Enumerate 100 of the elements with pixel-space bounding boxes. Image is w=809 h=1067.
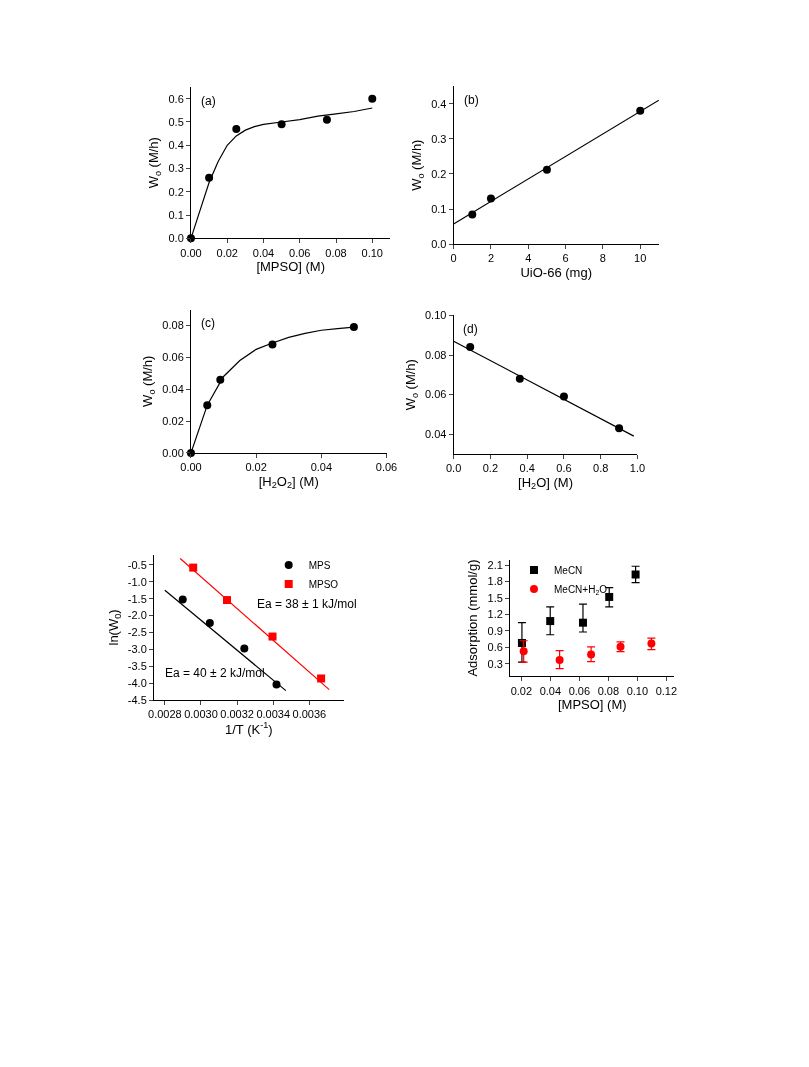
x-tick-label: 0.0 <box>445 462 462 475</box>
x-tick-label: 0.08 <box>325 246 347 259</box>
x-tick-label: 0.00 <box>180 246 202 259</box>
annotation: Ea = 40 ± 2 kJ/mol <box>165 666 265 680</box>
legend-label: MeCN <box>553 564 583 576</box>
y-tick-label: -4.5 <box>127 693 147 706</box>
x-tick-label: 0.02 <box>510 684 533 697</box>
y-tick-label: 0.3 <box>168 162 184 175</box>
point <box>468 210 477 219</box>
x-tick-label: 0.04 <box>539 684 562 697</box>
y-tick-label: 1.8 <box>487 575 503 588</box>
y-tick-label: 0.9 <box>487 624 503 637</box>
y-tick-label: 0.0 <box>431 238 447 251</box>
x-axis-title: [H$_{2}$O] (M) <box>518 474 573 492</box>
point <box>178 595 187 604</box>
point <box>268 632 277 641</box>
point <box>203 401 212 410</box>
point <box>559 392 568 401</box>
y-tick-label: -1.5 <box>127 592 147 605</box>
point <box>189 563 198 572</box>
y-tick-label: 2.1 <box>487 559 503 572</box>
x-tick-label: 0.06 <box>568 684 591 697</box>
y-tick-label: 0.10 <box>425 309 447 322</box>
y-tick-label: 0.04 <box>162 383 184 396</box>
y-tick-label: 0.1 <box>168 208 184 221</box>
x-tick-label: 1.0 <box>629 462 646 475</box>
x-tick-label: 0.4 <box>519 462 535 475</box>
x-tick-label: 0.0036 <box>292 708 327 721</box>
y-tick-label: 0.6 <box>168 92 184 105</box>
point <box>555 655 564 664</box>
y-tick-label: 0.08 <box>425 348 447 361</box>
y-tick-label: 0.3 <box>431 132 447 145</box>
x-tick-label: 6 <box>562 252 569 265</box>
annotation: (d) <box>463 322 478 336</box>
y-tick-label: -3.5 <box>127 660 147 673</box>
y-tick-label: 0.2 <box>431 167 447 180</box>
point <box>615 424 624 433</box>
x-axis-title: 1/T (K$^{-1}$) <box>225 720 273 737</box>
y-tick-label: -4.0 <box>127 677 147 690</box>
x-tick-label: 0.0028 <box>148 708 182 721</box>
x-axis-title: [MPSO] (M) <box>256 259 325 275</box>
y-tick-label: -1.0 <box>127 575 147 588</box>
x-tick-label: 0.10 <box>626 684 649 697</box>
y-tick-label: 0.08 <box>162 319 184 332</box>
point <box>205 173 214 182</box>
point <box>232 124 241 133</box>
x-tick-label: 0.00 <box>180 461 202 474</box>
x-tick-label: 0.0034 <box>256 708 291 721</box>
y-tick-label: 0.2 <box>168 185 184 198</box>
x-tick-label: 0.8 <box>593 462 609 475</box>
y-tick-label: 0.06 <box>425 388 447 401</box>
y-tick-label: 0.1 <box>431 202 447 215</box>
y-tick-label: 0.4 <box>431 97 447 110</box>
point <box>216 375 225 384</box>
legend-label: MPSO <box>308 578 339 590</box>
annotation: (b) <box>464 93 479 107</box>
annotation: (a) <box>201 94 216 108</box>
y-tick-label: 0.5 <box>168 115 184 128</box>
point <box>222 596 231 605</box>
x-tick-label: 0.06 <box>375 461 398 474</box>
point <box>277 120 286 129</box>
x-tick-label: 2 <box>487 252 495 265</box>
x-tick-label: 0.10 <box>361 246 383 259</box>
legend-label: MeCN+H$_{2}$O <box>553 583 608 596</box>
y-tick-label: -2.5 <box>127 626 147 639</box>
y-tick-label: 0.6 <box>487 641 503 654</box>
x-tick-label: 0.0030 <box>184 708 218 721</box>
point <box>317 674 326 683</box>
y-tick-label: 1.5 <box>487 591 503 604</box>
x-tick-label: 0 <box>450 252 457 265</box>
point <box>205 619 214 628</box>
point <box>636 106 645 115</box>
x-tick-label: 0.0032 <box>220 708 254 721</box>
point <box>542 165 551 174</box>
point <box>240 644 249 653</box>
x-tick-label: 0.06 <box>289 246 311 259</box>
y-tick-label: 1.2 <box>487 608 503 621</box>
y-tick-label: 0.4 <box>168 139 184 152</box>
x-tick-label: 0.02 <box>245 461 267 474</box>
annotation: (c) <box>201 316 215 330</box>
y-tick-label: 0.3 <box>487 657 503 670</box>
y-tick-label: 0.06 <box>162 351 184 364</box>
point <box>546 617 555 626</box>
x-tick-label: 0.04 <box>310 461 333 474</box>
x-tick-label: 0.6 <box>556 462 572 475</box>
x-tick-label: 0.02 <box>216 246 238 259</box>
x-tick-label: 0.08 <box>597 684 620 697</box>
point <box>268 340 277 349</box>
x-tick-label: 10 <box>634 252 647 265</box>
x-axis-title: [MPSO] (M) <box>557 697 627 713</box>
point <box>587 650 596 659</box>
point <box>272 680 281 689</box>
point <box>368 94 377 103</box>
x-axis-title: [H$_{2}$O$_{2}$] (M) <box>258 473 319 491</box>
point <box>486 194 495 203</box>
legend-label: MPS <box>308 559 331 571</box>
point <box>466 343 475 352</box>
y-axis-title: Adsorption (mmol/g) <box>465 559 481 677</box>
x-axis-title: UiO-66 (mg) <box>520 265 593 281</box>
y-tick-label: 0.0 <box>168 232 184 245</box>
